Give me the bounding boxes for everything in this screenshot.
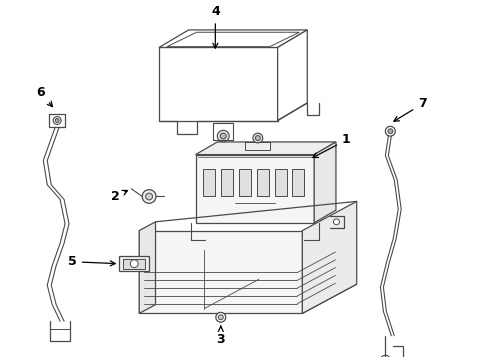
Polygon shape — [119, 256, 149, 271]
Circle shape — [217, 130, 229, 142]
Bar — [274, 169, 286, 197]
Text: 1: 1 — [312, 134, 350, 158]
Circle shape — [387, 129, 392, 134]
Polygon shape — [277, 30, 306, 121]
Text: 3: 3 — [216, 326, 224, 346]
Bar — [203, 169, 215, 197]
Text: 2: 2 — [110, 190, 127, 203]
Polygon shape — [302, 201, 356, 314]
Bar — [256, 169, 268, 197]
Polygon shape — [314, 142, 335, 223]
Circle shape — [252, 133, 262, 143]
Bar — [221, 169, 233, 197]
Circle shape — [380, 355, 389, 360]
Circle shape — [220, 133, 226, 139]
Circle shape — [333, 219, 339, 225]
Polygon shape — [139, 222, 155, 314]
Polygon shape — [195, 142, 335, 154]
Circle shape — [385, 126, 394, 136]
Text: 6: 6 — [36, 86, 52, 107]
Text: 5: 5 — [68, 255, 115, 268]
Polygon shape — [159, 48, 277, 121]
Circle shape — [145, 193, 152, 200]
Circle shape — [130, 260, 138, 267]
Polygon shape — [195, 154, 314, 223]
Circle shape — [55, 118, 59, 122]
Bar — [292, 169, 304, 197]
Polygon shape — [139, 284, 356, 314]
Circle shape — [142, 190, 156, 203]
Polygon shape — [123, 259, 145, 269]
Polygon shape — [139, 231, 302, 314]
Circle shape — [255, 136, 260, 140]
Circle shape — [215, 312, 225, 322]
Circle shape — [53, 117, 61, 125]
Polygon shape — [159, 30, 306, 48]
Bar — [239, 169, 250, 197]
Text: 4: 4 — [210, 5, 219, 48]
Circle shape — [218, 315, 223, 320]
Text: 7: 7 — [393, 98, 426, 121]
